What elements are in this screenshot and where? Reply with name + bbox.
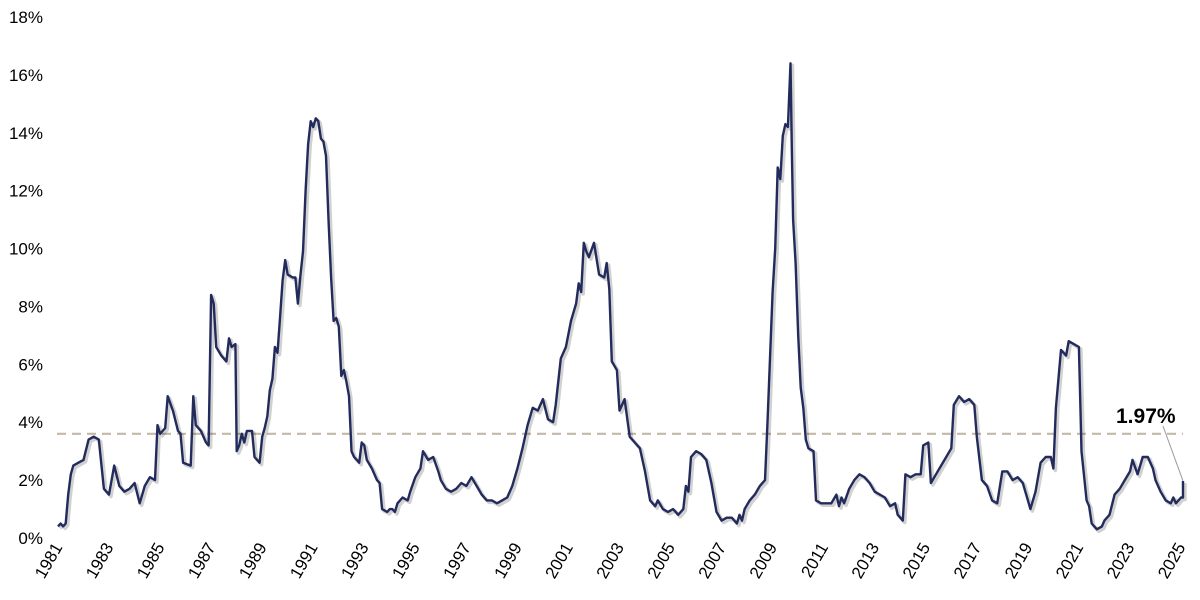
x-tick-label: 1997 xyxy=(439,540,474,582)
latest-value-annotation: 1.97% xyxy=(1116,405,1176,428)
x-tick-label: 2019 xyxy=(1001,540,1036,582)
x-tick-label: 1985 xyxy=(133,540,168,582)
x-tick-label: 2025 xyxy=(1154,540,1189,582)
x-tick-label: 1991 xyxy=(286,540,321,582)
y-axis-tick-labels: 0% 2% 4% 6% 8% 10% 12% 14% 16% 18% xyxy=(9,8,43,548)
series-layer xyxy=(57,62,1187,534)
y-tick-label: 18% xyxy=(9,8,43,27)
x-tick-label: 2015 xyxy=(899,540,934,582)
y-tick-label: 14% xyxy=(9,124,43,143)
x-tick-label: 2013 xyxy=(848,540,883,582)
y-tick-label: 0% xyxy=(18,529,43,548)
y-tick-label: 2% xyxy=(18,471,43,490)
y-tick-label: 6% xyxy=(18,355,43,374)
y-tick-label: 16% xyxy=(9,66,43,85)
y-tick-label: 4% xyxy=(18,413,43,432)
x-tick-label: 1999 xyxy=(491,540,526,582)
x-tick-label: 2021 xyxy=(1052,540,1087,582)
x-tick-label: 2009 xyxy=(746,540,781,582)
x-tick-label: 2011 xyxy=(797,540,832,581)
x-tick-label: 2005 xyxy=(644,540,679,582)
y-tick-label: 8% xyxy=(18,297,43,316)
annotation-leader-line xyxy=(1162,425,1184,482)
x-tick-label: 2007 xyxy=(695,540,730,582)
x-tick-label: 1987 xyxy=(184,540,219,582)
x-tick-label: 1993 xyxy=(337,540,372,582)
y-tick-label: 12% xyxy=(9,182,43,201)
x-tick-label: 1995 xyxy=(388,540,423,582)
x-tick-label: 2023 xyxy=(1103,540,1138,582)
series-line-shadow xyxy=(58,63,1187,534)
x-tick-label: 2017 xyxy=(950,540,985,582)
x-axis-tick-labels: 1981 1983 1985 1987 1989 1991 1993 1995 1997 1999… xyxy=(31,540,1189,582)
x-tick-label: 2003 xyxy=(593,540,628,582)
x-tick-label: 1989 xyxy=(235,540,270,582)
y-tick-label: 10% xyxy=(9,240,43,259)
series-line xyxy=(57,62,1185,531)
x-tick-label: 1983 xyxy=(82,540,117,582)
x-tick-label: 2001 xyxy=(542,540,577,582)
